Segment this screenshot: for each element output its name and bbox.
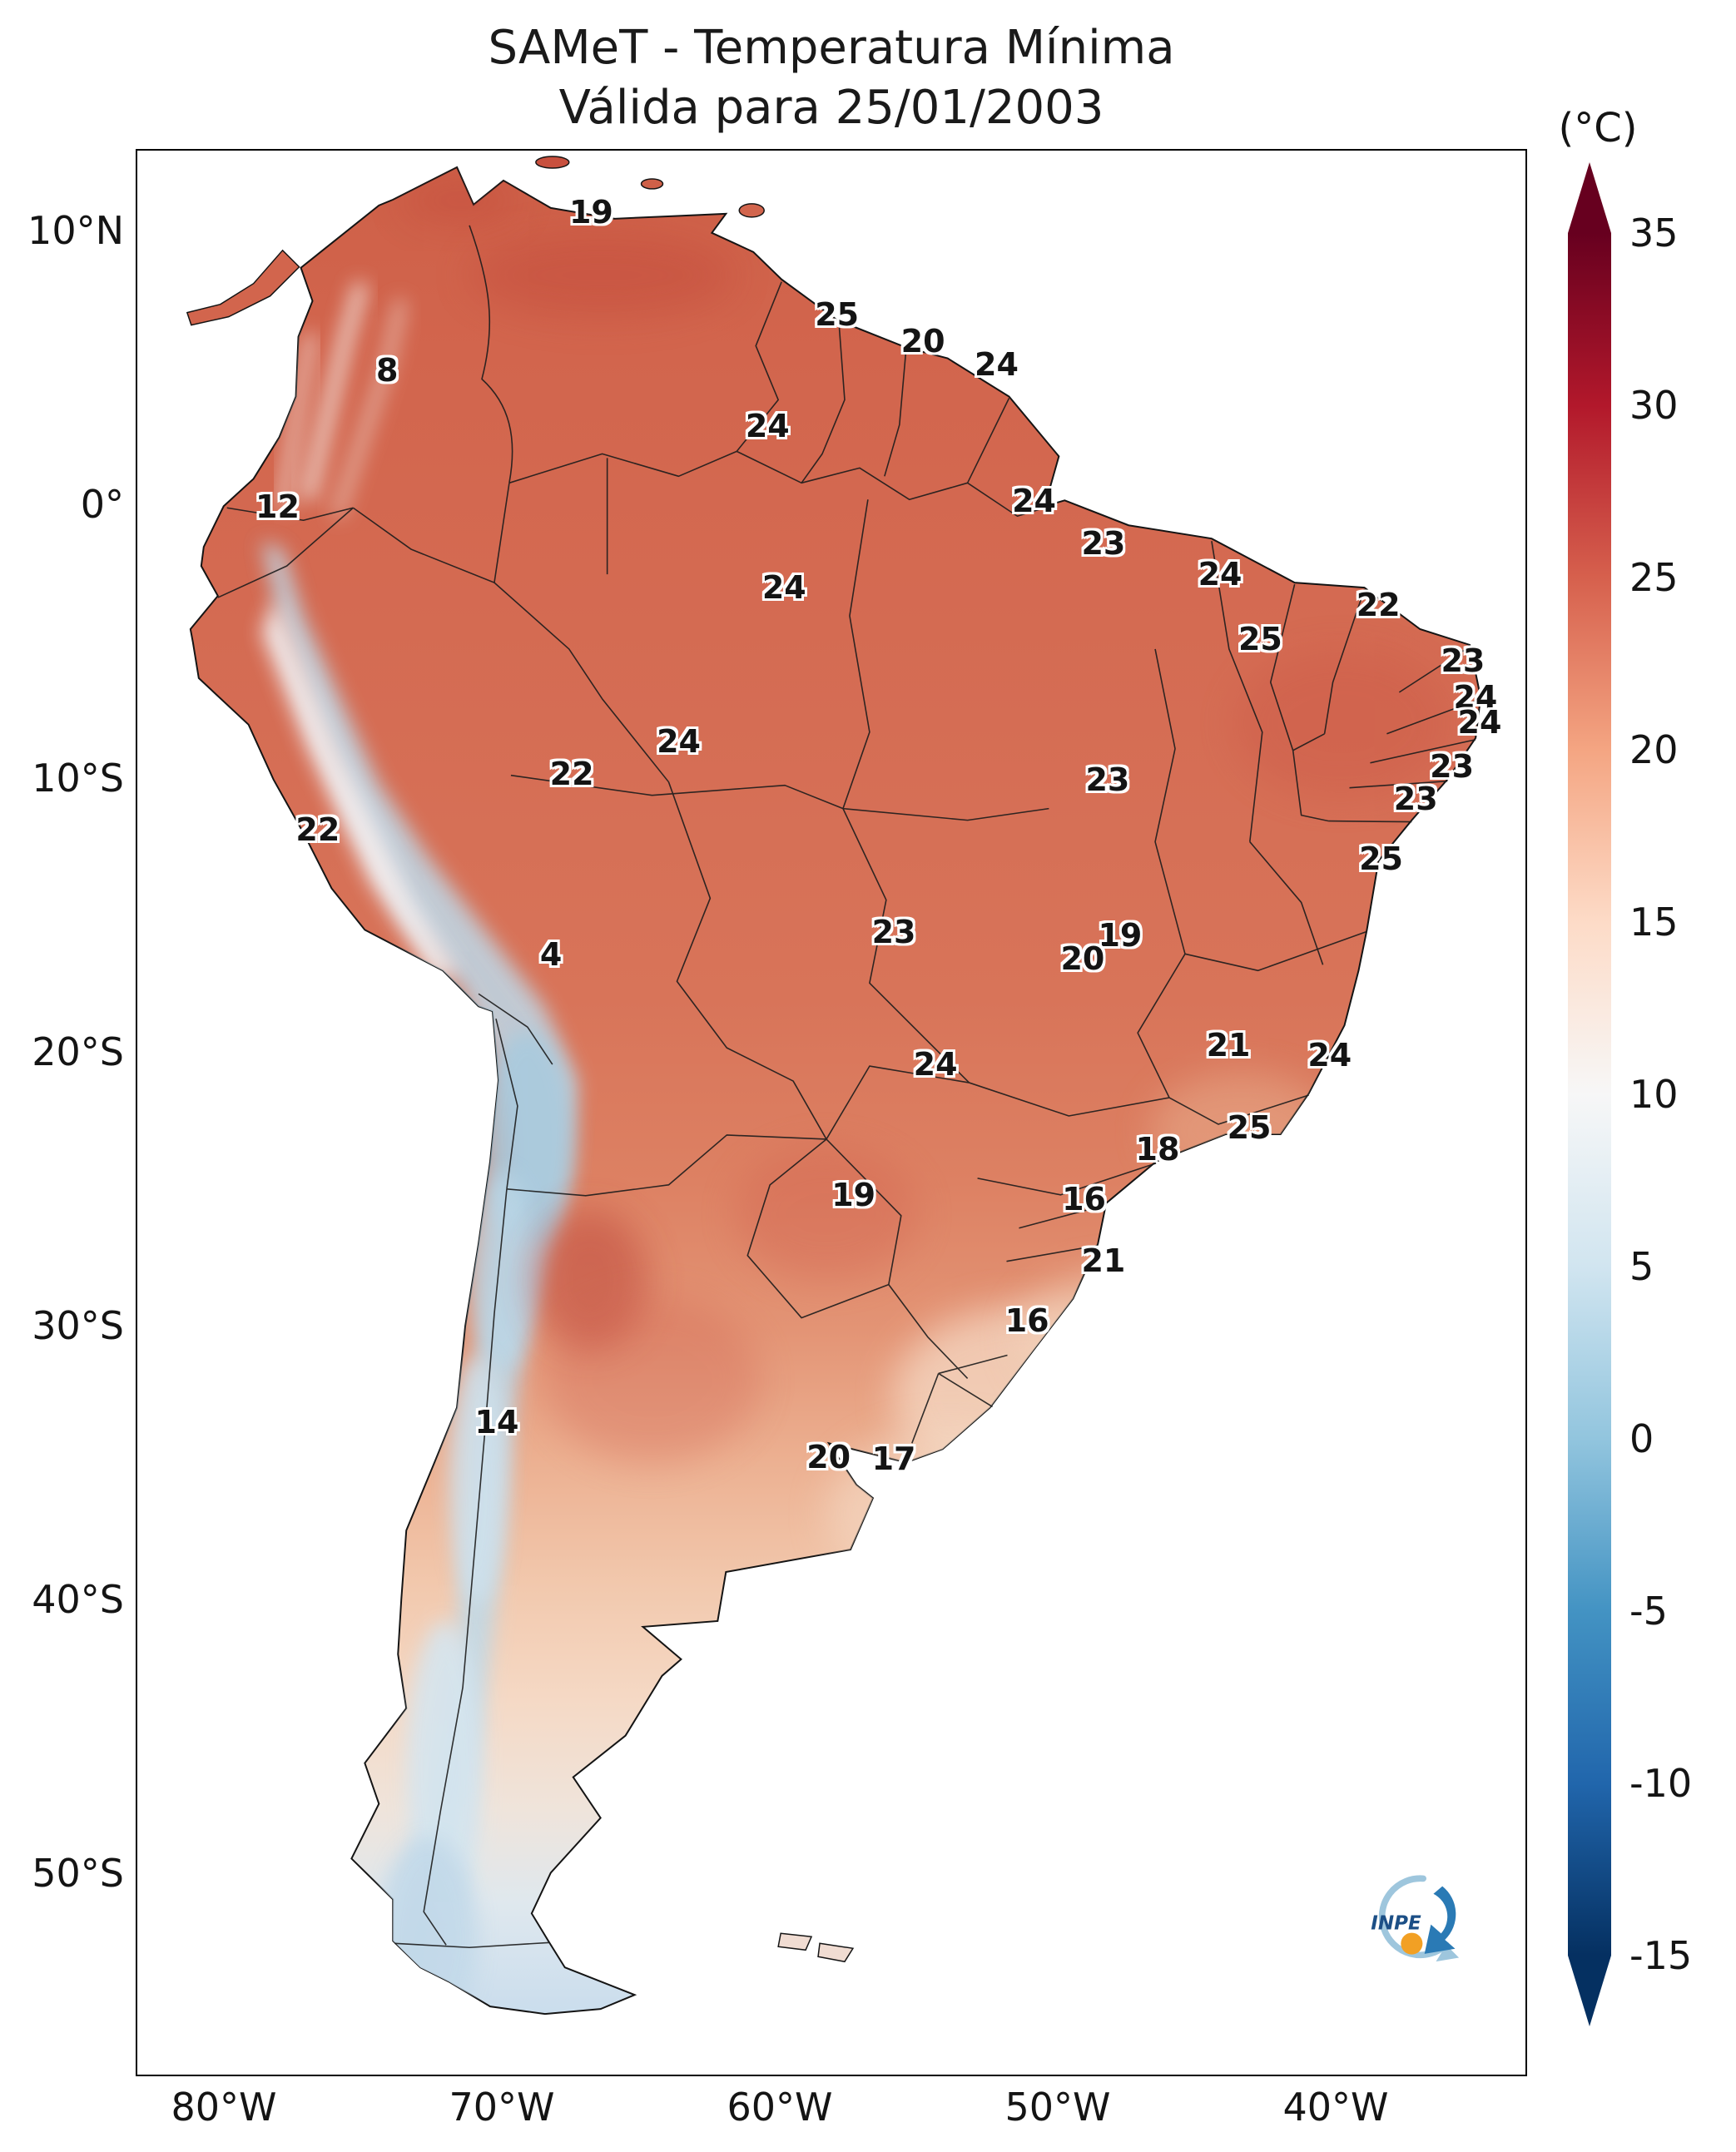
temperature-label: 23 (1430, 747, 1475, 785)
temperature-label: 23 (1081, 524, 1126, 562)
colorbar-tick-label: 10 (1629, 1072, 1679, 1117)
colorbar-tick-label: 5 (1629, 1244, 1654, 1289)
colorbar-tick-label: 15 (1629, 900, 1679, 945)
temperature-label: 19 (831, 1177, 876, 1214)
south-america-map (186, 156, 1482, 2016)
colorbar-tick-label: 0 (1629, 1416, 1654, 1461)
temperature-label: 12 (255, 488, 300, 525)
temperature-label: 21 (1081, 1242, 1126, 1280)
temperature-label: 23 (871, 913, 916, 950)
x-tick-label: 80°W (171, 2085, 277, 2130)
y-tick-label: 10°N (27, 208, 124, 253)
y-tick-label: 40°S (32, 1577, 124, 1622)
temperature-label: 24 (745, 407, 790, 444)
temperature-label: 8 (376, 351, 399, 389)
temperature-label: 24 (657, 722, 701, 760)
temperature-label: 21 (1206, 1027, 1251, 1064)
y-tick-label: 30°S (32, 1303, 124, 1348)
temperature-label: 24 (1453, 678, 1498, 716)
colorbar (1568, 162, 1611, 2026)
temperature-label: 16 (1062, 1181, 1107, 1218)
temperature-label: 24 (1198, 555, 1242, 593)
temperature-label: 20 (1060, 940, 1105, 978)
temperature-label: 22 (549, 756, 594, 793)
temperature-label: 23 (1441, 642, 1486, 679)
temperature-label: 25 (1227, 1109, 1272, 1147)
islands (186, 156, 855, 1963)
temperature-label: 20 (806, 1438, 851, 1475)
temperature-label: 20 (900, 322, 945, 359)
y-tick-label: 50°S (32, 1851, 124, 1896)
figure-title: SAMeT - Temperatura Mínima Válida para 2… (136, 18, 1527, 137)
political-borders (217, 225, 1481, 1949)
temperature-label: 18 (1135, 1130, 1180, 1168)
temperature-label: 25 (1238, 621, 1282, 658)
temperature-label: 22 (1356, 586, 1401, 623)
temperature-label: 25 (1359, 840, 1403, 877)
temperature-label: 24 (761, 568, 806, 606)
y-tick-label: 0° (80, 482, 124, 527)
temperature-label: 24 (1012, 482, 1056, 519)
map-plot-area: 19 25 20 24 8 24 12 24 23 24 24 22 25 23 24 24 24 23 22 23 2… (136, 149, 1527, 2076)
logo-orange-ball-icon (1400, 1932, 1422, 1955)
colorbar-tick-label: -10 (1629, 1761, 1693, 1806)
inpe-logo: INPE (1371, 1875, 1459, 1961)
x-tick-label: 50°W (1004, 2085, 1111, 2130)
logo-swirl-arrowhead-icon (1436, 1944, 1459, 1961)
temperature-label: 24 (913, 1046, 958, 1083)
temperature-label: 22 (295, 811, 340, 849)
temperature-label: 16 (1004, 1302, 1049, 1339)
temperature-label: 25 (815, 295, 860, 333)
x-tick-label: 60°W (727, 2085, 833, 2130)
colorbar-tick-label: 35 (1629, 211, 1679, 255)
temperature-label: 14 (474, 1404, 519, 1441)
title-line1: SAMeT - Temperatura Mínima (488, 21, 1175, 75)
title-line2: Válida para 25/01/2003 (558, 80, 1104, 135)
colorbar-tick-label: 20 (1629, 727, 1679, 772)
continent-shape (189, 166, 1482, 2016)
temperature-label: 4 (539, 936, 563, 974)
colorbar-tick-label: 25 (1629, 555, 1679, 600)
temperature-label: 24 (975, 345, 1019, 383)
logo-text: INPE (1371, 1912, 1421, 1934)
y-tick-label: 20°S (32, 1029, 124, 1074)
temperature-label: 23 (1393, 781, 1438, 818)
colorbar-tick-label: -15 (1629, 1933, 1693, 1978)
temperature-label: 23 (1085, 761, 1130, 799)
temperature-label: 19 (568, 193, 613, 231)
temperature-label: 17 (871, 1440, 916, 1478)
temperature-label: 19 (1098, 917, 1143, 955)
y-tick-label: 10°S (32, 756, 124, 801)
logo-swirl-icon (1378, 1875, 1450, 1958)
temperature-label: 24 (1307, 1036, 1352, 1074)
colorbar-unit-label: (°C) (1558, 105, 1638, 151)
temperature-label: 24 (1457, 703, 1502, 741)
x-tick-label: 70°W (449, 2085, 555, 2130)
colorbar-tick-label: -5 (1629, 1589, 1668, 1634)
x-tick-label: 40°W (1282, 2085, 1389, 2130)
logo-arrow-icon (1424, 1886, 1456, 1954)
colorbar-tick-label: 30 (1629, 383, 1679, 428)
map-label-layer: 19 25 20 24 8 24 12 24 23 24 24 22 25 23 24 24 24 23 22 23 2… (137, 151, 1525, 2075)
